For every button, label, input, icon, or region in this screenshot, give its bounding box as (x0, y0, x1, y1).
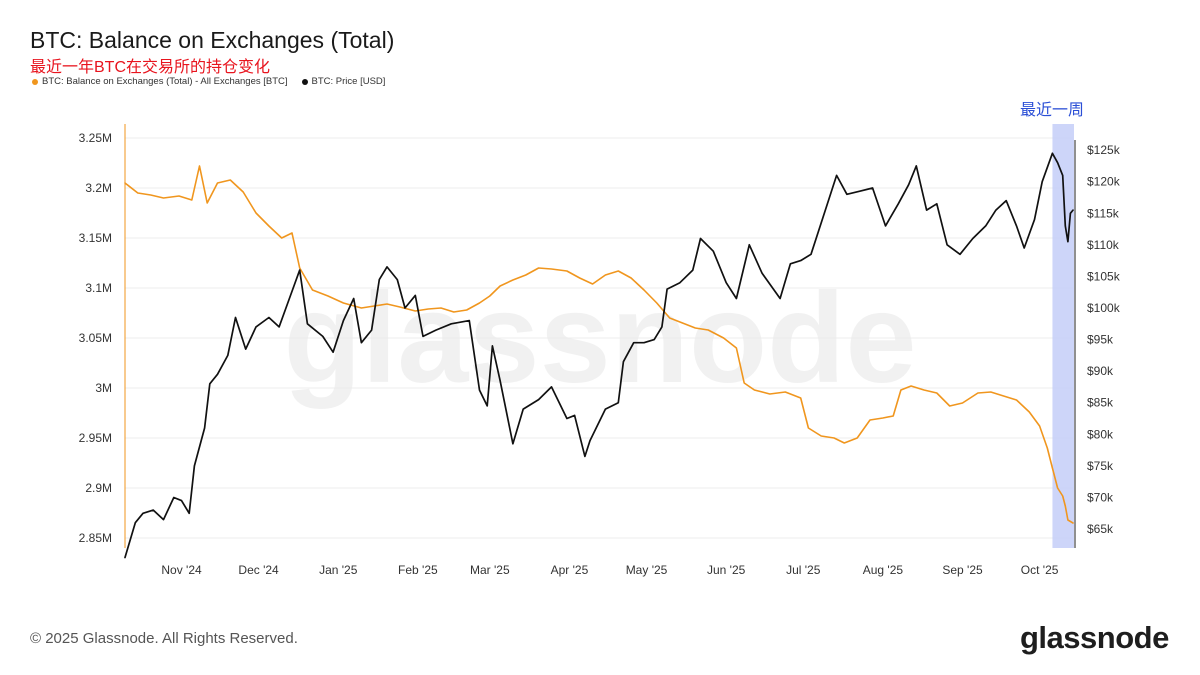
y-right-tick-label: $90k (1087, 364, 1114, 378)
y-right-tick-label: $85k (1087, 396, 1114, 410)
gridlines (125, 137, 1073, 539)
x-tick-label: Aug '25 (863, 563, 904, 577)
x-tick-label: Nov '24 (161, 563, 202, 577)
y-left-tick-label: 2.95M (79, 431, 112, 445)
y-right-tick-label: $100k (1087, 301, 1121, 315)
y-left-tick-label: 3.05M (79, 331, 112, 345)
copyright-text: © 2025 Glassnode. All Rights Reserved. (30, 630, 298, 647)
y-right-tick-label: $110k (1087, 238, 1120, 252)
series-lines (124, 152, 1074, 559)
x-tick-label: Jun '25 (707, 563, 746, 577)
x-tick-label: May '25 (626, 563, 668, 577)
y-right-tick-label: $75k (1087, 459, 1114, 473)
x-tick-label: Oct '25 (1021, 563, 1059, 577)
y-left-tick-label: 2.85M (79, 531, 112, 545)
x-tick-label: Dec '24 (238, 563, 279, 577)
legend-item-balance[interactable]: BTC: Balance on Exchanges (Total) - All … (32, 76, 288, 87)
x-tick-label: Feb '25 (398, 563, 438, 577)
legend-balance-dot-icon (32, 78, 38, 85)
y-left-tick-label: 3M (95, 381, 112, 395)
chart-legend: BTC: Balance on Exchanges (Total) - All … (32, 76, 385, 87)
series-line-balance (124, 165, 1074, 524)
y-right-tick-label: $115k (1087, 206, 1120, 220)
legend-price-label: BTC: Price [USD] (311, 76, 386, 87)
y-left-tick-label: 3.15M (79, 231, 112, 245)
y-right-tick-label: $80k (1087, 427, 1114, 441)
legend-balance-label: BTC: Balance on Exchanges (Total) - All … (42, 76, 288, 87)
x-tick-label: Jul '25 (786, 563, 821, 577)
glassnode-logo: glassnode (1020, 620, 1169, 655)
legend-price-dot-icon (301, 78, 308, 85)
y-left-tick-label: 2.9M (85, 481, 112, 495)
last-week-annotation: 最近一周 (1020, 102, 1085, 119)
y-right-tick-label: $125k (1087, 143, 1121, 157)
chart-title: BTC: Balance on Exchanges (Total) (30, 27, 395, 53)
y-left-tick-label: 3.25M (79, 131, 112, 145)
y-left-tick-label: 3.2M (85, 181, 112, 195)
y-right-tick-label: $105k (1087, 269, 1121, 283)
y-left-tick-label: 3.1M (85, 281, 112, 295)
legend-item-price[interactable]: BTC: Price [USD] (301, 76, 386, 87)
series-line-price (124, 152, 1074, 559)
y-right-tick-label: $120k (1087, 175, 1121, 189)
x-tick-label: Sep '25 (942, 563, 983, 577)
x-tick-label: Mar '25 (470, 563, 510, 577)
x-tick-label: Jan '25 (319, 563, 358, 577)
chart-subtitle: 最近一年BTC在交易所的持仓变化 (30, 59, 271, 76)
y-right-tick-label: $70k (1087, 490, 1114, 504)
y-right-tick-label: $65k (1087, 522, 1114, 536)
y-right-tick-label: $95k (1087, 333, 1114, 347)
axes: 2.85M 2.9M 2.95M 3M 3.05M 3.1M 3.15M 3.2M 3.25M $… (79, 124, 1121, 577)
x-tick-label: Apr '25 (551, 563, 589, 577)
